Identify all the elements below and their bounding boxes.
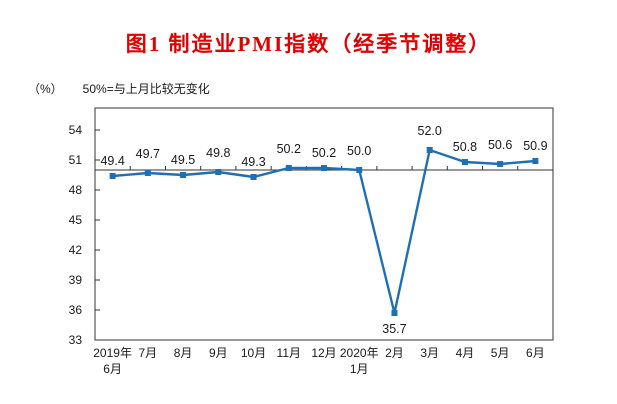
x-tick-label: 11月 [277,346,301,360]
y-tick-label: 33 [69,333,83,347]
data-point-label: 50.2 [277,142,301,156]
x-tick-label: 12月 [311,346,336,360]
data-point-marker [356,167,363,173]
data-point-label: 52.0 [418,124,442,138]
data-point-label: 50.6 [488,138,512,152]
data-point-marker [532,158,539,164]
x-tick-label: 5月 [491,346,510,360]
y-tick-label: 42 [69,243,83,257]
data-point-marker [391,310,398,316]
data-point-label: 50.8 [453,140,477,154]
data-point-marker [461,159,468,165]
data-point-marker [215,169,222,175]
x-tick-label: 8月 [174,346,193,360]
x-tick-label: 2020年 [340,346,379,360]
plot-border [94,107,554,341]
data-point-label: 49.7 [136,147,160,161]
data-point-marker [497,161,504,167]
data-point-label: 49.8 [206,146,230,160]
chart-meta-row: （%） 50%=与上月比较无变化 [28,80,210,97]
data-point-label: 49.5 [171,153,195,167]
data-point-label: 50.0 [347,144,371,158]
data-point-marker [144,170,151,176]
x-tick-label: 2月 [385,346,404,360]
data-point-marker [426,147,433,153]
y-tick-label: 45 [69,213,83,227]
x-tick-label: 1月 [350,362,369,376]
y-axis-unit-label: （%） [28,82,63,96]
y-tick-label: 54 [69,123,83,137]
x-tick-label: 2019年 [93,346,132,360]
data-point-label: 49.4 [100,154,124,168]
x-tick-label: 4月 [456,346,475,360]
chart-title: 图1 制造业PMI指数（经季节调整） [125,32,492,56]
data-point-marker [321,165,327,171]
y-tick-label: 48 [69,183,83,197]
data-point-marker [109,173,116,179]
x-tick-label: 6月 [103,362,122,376]
x-tick-label: 6月 [526,346,545,360]
data-point-marker [285,165,292,171]
data-point-marker [250,174,257,180]
y-tick-label: 51 [69,153,83,167]
y-tick-label: 39 [69,273,83,287]
baseline-note: 50%=与上月比较无变化 [82,82,210,96]
data-point-label: 50.2 [312,146,336,160]
data-point-label: 35.7 [382,322,406,336]
y-tick-label: 36 [69,303,83,317]
data-point-label: 49.3 [241,155,265,169]
pmi-series-line [112,148,536,315]
x-tick-label: 10月 [241,346,266,360]
data-point-marker [180,172,187,178]
x-tick-label: 3月 [420,346,439,360]
data-point-label: 50.9 [523,139,547,153]
x-tick-label: 7月 [139,346,158,360]
x-tick-label: 9月 [209,346,228,360]
